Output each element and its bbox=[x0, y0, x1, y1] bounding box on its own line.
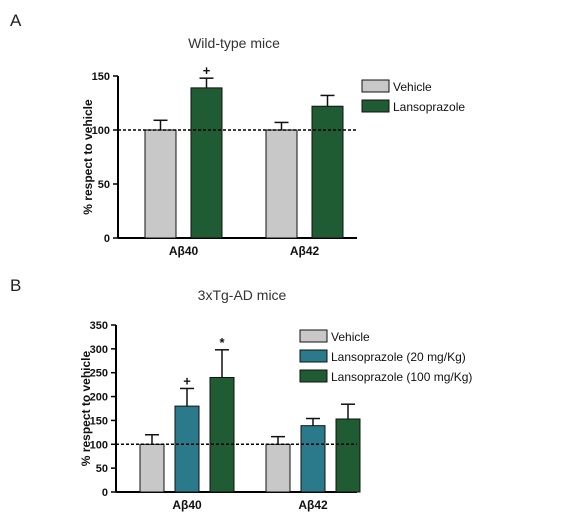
legend-label: Lansoprazole bbox=[393, 100, 465, 114]
bar bbox=[139, 443, 165, 493]
bar bbox=[190, 87, 223, 239]
y-axis-label: % respect to vehicle bbox=[79, 350, 93, 466]
category-label: Aβ42 bbox=[290, 244, 320, 258]
y-tick-label: 150 bbox=[92, 71, 110, 83]
legend-swatch bbox=[361, 79, 390, 93]
significance-marker: + bbox=[203, 63, 211, 78]
y-tick-label: 300 bbox=[90, 344, 108, 356]
category-label: Aβ42 bbox=[298, 498, 328, 512]
y-tick-label: 150 bbox=[90, 415, 108, 427]
y-tick-label: 200 bbox=[90, 392, 108, 404]
chart-title: Wild-type mice bbox=[188, 35, 280, 51]
bar bbox=[300, 425, 326, 493]
legend-swatch bbox=[299, 369, 328, 383]
bar bbox=[265, 443, 291, 493]
y-tick-label: 100 bbox=[90, 439, 108, 451]
legend-label: Vehicle bbox=[393, 80, 432, 94]
legend-label: Lansoprazole (20 mg/Kg) bbox=[331, 350, 466, 364]
significance-marker: + bbox=[183, 373, 191, 388]
significance-marker: * bbox=[219, 335, 225, 350]
legend-swatch bbox=[361, 99, 390, 113]
y-tick-label: 0 bbox=[104, 233, 110, 245]
y-tick-label: 50 bbox=[98, 179, 110, 191]
panel-letter: B bbox=[10, 276, 21, 295]
legend-swatch bbox=[299, 349, 328, 363]
y-tick-label: 350 bbox=[90, 320, 108, 332]
bar bbox=[209, 376, 235, 493]
bar bbox=[265, 129, 298, 239]
category-label: Aβ40 bbox=[169, 244, 199, 258]
chart-title: 3xTg-AD mice bbox=[198, 287, 287, 303]
legend-swatch bbox=[299, 329, 328, 343]
legend-label: Lansoprazole (100 mg/Kg) bbox=[331, 370, 472, 384]
bar bbox=[335, 418, 361, 493]
bar bbox=[144, 129, 177, 239]
panel-letter: A bbox=[10, 11, 22, 30]
bar bbox=[174, 405, 200, 493]
y-tick-label: 0 bbox=[102, 487, 108, 499]
y-axis-label: % respect to vehicle bbox=[81, 99, 95, 215]
y-tick-label: 100 bbox=[92, 125, 110, 137]
y-tick-label: 50 bbox=[96, 463, 108, 475]
y-tick-label: 250 bbox=[90, 368, 108, 380]
legend-label: Vehicle bbox=[331, 330, 370, 344]
category-label: Aβ40 bbox=[172, 498, 202, 512]
bar bbox=[311, 105, 344, 239]
